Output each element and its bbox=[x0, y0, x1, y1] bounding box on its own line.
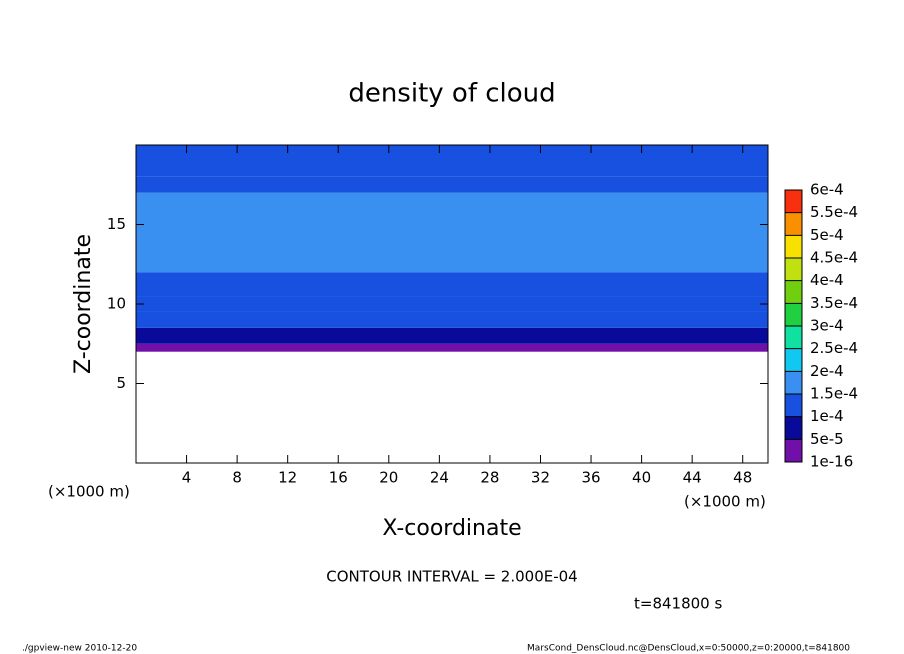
x-tick-label: 44 bbox=[683, 469, 702, 487]
contour-band bbox=[136, 272, 768, 297]
chart-title: density of cloud bbox=[348, 79, 555, 109]
contour-band bbox=[136, 192, 768, 273]
x-tick-label: 20 bbox=[379, 469, 398, 487]
y-unit: (×1000 m) bbox=[48, 483, 130, 501]
x-axis-label: X-coordinate bbox=[382, 516, 521, 541]
colorbar-label: 4e-4 bbox=[810, 271, 844, 289]
x-tick-label: 36 bbox=[581, 469, 600, 487]
colorbar-label: 3e-4 bbox=[810, 317, 844, 335]
colorbar-label: 5.5e-4 bbox=[810, 203, 858, 221]
x-tick-label: 48 bbox=[733, 469, 752, 487]
colorbar-swatch bbox=[785, 439, 802, 462]
colorbar-label: 4.5e-4 bbox=[810, 249, 858, 267]
colorbar-label: 2e-4 bbox=[810, 362, 844, 380]
y-tick-label: 15 bbox=[107, 215, 126, 233]
y-tick-label: 5 bbox=[116, 374, 126, 392]
contour-band bbox=[136, 145, 768, 177]
colorbar-label: 3.5e-4 bbox=[810, 294, 858, 312]
x-tick-label: 40 bbox=[632, 469, 651, 487]
contour-band bbox=[136, 311, 768, 328]
footer-left: ./gpview-new 2010-12-20 bbox=[22, 644, 137, 654]
colorbar-swatch bbox=[785, 258, 802, 281]
y-axis-label: Z-coordinate bbox=[71, 234, 96, 374]
x-tick-label: 12 bbox=[278, 469, 297, 487]
x-tick-label: 28 bbox=[480, 469, 499, 487]
colorbar-swatch bbox=[785, 416, 802, 440]
colorbar-label: 1.5e-4 bbox=[810, 385, 858, 403]
footer-right: MarsCond_DensCloud.nc@DensCloud,x=0:5000… bbox=[527, 644, 850, 654]
x-tick-label: 16 bbox=[329, 469, 348, 487]
colorbar-swatch bbox=[785, 280, 802, 304]
contour-note: CONTOUR INTERVAL = 2.000E-04 bbox=[326, 568, 577, 586]
colorbar-swatch bbox=[785, 371, 802, 394]
x-tick-label: 4 bbox=[182, 469, 192, 487]
colorbar-swatch bbox=[785, 235, 802, 258]
x-tick-label: 24 bbox=[430, 469, 449, 487]
colorbar-swatch bbox=[785, 394, 802, 417]
contour-band bbox=[136, 296, 768, 312]
colorbar-label: 1e-16 bbox=[810, 453, 853, 471]
colorbar-label: 1e-4 bbox=[810, 407, 844, 425]
colorbar-label: 6e-4 bbox=[810, 181, 844, 199]
colorbar-swatch bbox=[785, 348, 802, 372]
colorbar: 1e-16 5e-5 1e-4 1.5e-4 2e-4 2.5e-4 3e-4 3.5e-4 4… bbox=[784, 181, 858, 471]
contour-band bbox=[136, 327, 768, 344]
colorbar-swatch bbox=[785, 212, 802, 236]
colorbar-swatch bbox=[785, 326, 802, 349]
time-label: t=841800 s bbox=[634, 595, 722, 613]
x-tick-label: 8 bbox=[232, 469, 242, 487]
contour-band bbox=[136, 343, 768, 352]
y-tick-label: 10 bbox=[107, 295, 126, 313]
colorbar-label: 5e-5 bbox=[810, 430, 844, 448]
colorbar-swatch bbox=[785, 303, 802, 326]
colorbar-label: 2.5e-4 bbox=[810, 339, 858, 357]
x-tick-label: 32 bbox=[531, 469, 550, 487]
colorbar-label: 5e-4 bbox=[810, 226, 844, 244]
colorbar-swatch bbox=[785, 190, 802, 213]
contour-band bbox=[136, 176, 768, 193]
x-unit: (×1000 m) bbox=[684, 493, 766, 511]
